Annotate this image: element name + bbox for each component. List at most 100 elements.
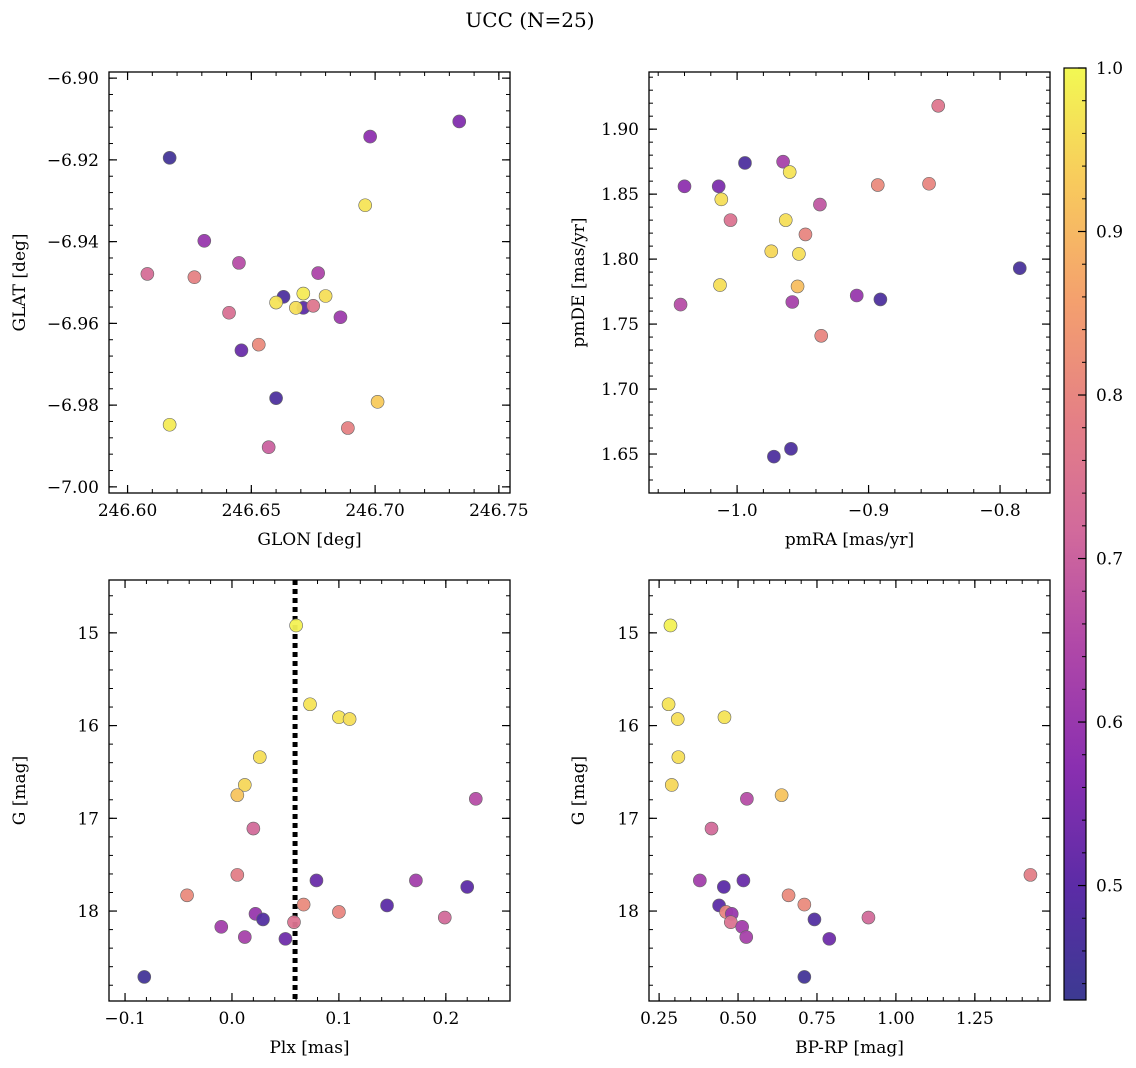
- scatter-point: [714, 192, 729, 207]
- panel-1: 246.60 246.65 246.70 246.75 −6.90 −6.92 −6.94 −…: [10, 69, 529, 550]
- scatter-point: [785, 295, 800, 309]
- x-tick-label: −0.9: [848, 501, 889, 521]
- scatter-point: [797, 897, 812, 912]
- scatter-point: [256, 912, 270, 927]
- y-tick-label: 1.75: [601, 315, 639, 335]
- scatter-point: [333, 310, 348, 325]
- scatter-point: [222, 305, 236, 320]
- scatter-point: [278, 932, 293, 946]
- scatter-point: [782, 165, 797, 179]
- scatter-point: [738, 156, 752, 170]
- scatter-point: [409, 873, 423, 888]
- y-tick-label: 1.80: [601, 250, 639, 270]
- scatter-point: [1023, 868, 1038, 882]
- x-tick-label: 246.75: [469, 501, 528, 521]
- y-tick-label: 1.90: [601, 120, 639, 140]
- panel-2: −1.0 −0.9 −0.8 1.65 1.70 1.75 1.80 1.85 1.90 pmRA…: [569, 71, 1051, 550]
- y-tick-label: 1.70: [601, 380, 639, 400]
- scatter-point: [736, 873, 751, 888]
- y-tick-label: −6.94: [47, 233, 99, 253]
- scatter-point: [180, 888, 194, 903]
- scatter-point: [723, 915, 738, 929]
- scatter-point: [341, 421, 355, 435]
- x-tick-label: 0.75: [798, 1009, 836, 1029]
- colorbar-tick-label: 0.9: [1096, 223, 1123, 243]
- y-tick-label: 16: [617, 717, 639, 737]
- scatter-point: [873, 292, 888, 307]
- scatter-point: [790, 279, 805, 294]
- x-tick-label: 1.25: [956, 1009, 994, 1029]
- x-tick-label: 246.65: [222, 501, 281, 521]
- y-axis-label: pmDE [mas/yr]: [569, 217, 589, 347]
- scatter-point: [849, 288, 864, 303]
- scatter-point: [704, 821, 719, 836]
- scatter-point: [671, 750, 686, 764]
- y-tick-label: 16: [77, 717, 99, 737]
- scatter-point: [230, 868, 245, 882]
- plot-frame: [648, 71, 1051, 494]
- scatter-point: [664, 778, 679, 792]
- scatter-point: [287, 915, 301, 929]
- plot-frame: [648, 579, 1051, 1002]
- scatter-point: [792, 247, 806, 261]
- scatter-point: [717, 710, 732, 725]
- scatter-point: [460, 880, 475, 894]
- scatter-point: [238, 778, 252, 792]
- y-axis-label: G [mag]: [569, 756, 589, 825]
- scatter-point: [269, 295, 283, 310]
- y-tick-label: 18: [617, 902, 639, 922]
- scatter-point: [251, 337, 266, 352]
- panel-4: 0.25 0.50 0.75 1.00 1.25 15 16 17 18 BP-RP [mag] G…: [569, 579, 1051, 1058]
- y-tick-label: −7.00: [47, 478, 99, 498]
- scatter-point: [739, 930, 754, 944]
- scatter-point: [774, 788, 789, 802]
- y-tick-label: 15: [617, 624, 639, 644]
- scatter-point: [311, 266, 325, 280]
- scatter-point: [269, 391, 283, 405]
- scatter-point: [289, 301, 303, 315]
- x-tick-label: 0.25: [640, 1009, 678, 1029]
- scatter-point: [296, 286, 311, 301]
- scatter-point: [234, 343, 249, 358]
- scatter-point: [246, 821, 261, 836]
- scatter-point: [781, 888, 796, 903]
- scatter-point: [342, 712, 357, 726]
- scatter-point: [296, 897, 311, 912]
- scatter-point: [778, 213, 793, 227]
- y-tick-label: −6.92: [47, 151, 99, 171]
- colorbar-tick-label: 0.6: [1096, 713, 1123, 733]
- scatter-point: [813, 197, 827, 212]
- figure-title: UCC (N=25): [465, 8, 594, 32]
- scatter-point: [798, 227, 813, 242]
- scatter-point: [814, 328, 829, 343]
- y-tick-label: 1.65: [601, 445, 639, 465]
- scatter-point: [797, 970, 812, 984]
- colorbar-tick-label: 0.5: [1096, 877, 1123, 897]
- colorbar: 0.5 0.6 0.7 0.8 0.9 1.0: [1063, 59, 1123, 1001]
- y-tick-label: −6.96: [47, 314, 99, 334]
- scatter-point: [784, 442, 798, 456]
- scatter-point: [723, 213, 738, 227]
- plot-frame: [108, 71, 511, 494]
- scatter-point: [309, 873, 324, 888]
- y-tick-label: 17: [617, 809, 639, 829]
- scatter-point: [318, 289, 333, 303]
- x-axis-label: pmRA [mas/yr]: [785, 530, 914, 550]
- scatter-point: [764, 244, 779, 259]
- scatter-point: [370, 395, 385, 409]
- colorbar-tick-label: 1.0: [1096, 59, 1123, 79]
- colorbar-tick-label: 0.7: [1096, 550, 1123, 570]
- scatter-point: [363, 129, 377, 144]
- scatter-point: [140, 267, 155, 281]
- scatter-point: [740, 792, 754, 806]
- x-tick-label: 0.50: [719, 1009, 757, 1029]
- x-axis-label: BP-RP [mag]: [795, 1038, 904, 1058]
- scatter-point: [232, 256, 246, 270]
- x-tick-label: 246.60: [98, 501, 157, 521]
- scatter-point: [238, 930, 252, 944]
- scatter-point: [261, 440, 276, 455]
- scatter-point: [162, 417, 177, 432]
- scatter-point: [861, 910, 876, 925]
- x-tick-label: −1.0: [716, 501, 757, 521]
- colorbar-frame: [1063, 67, 1087, 1001]
